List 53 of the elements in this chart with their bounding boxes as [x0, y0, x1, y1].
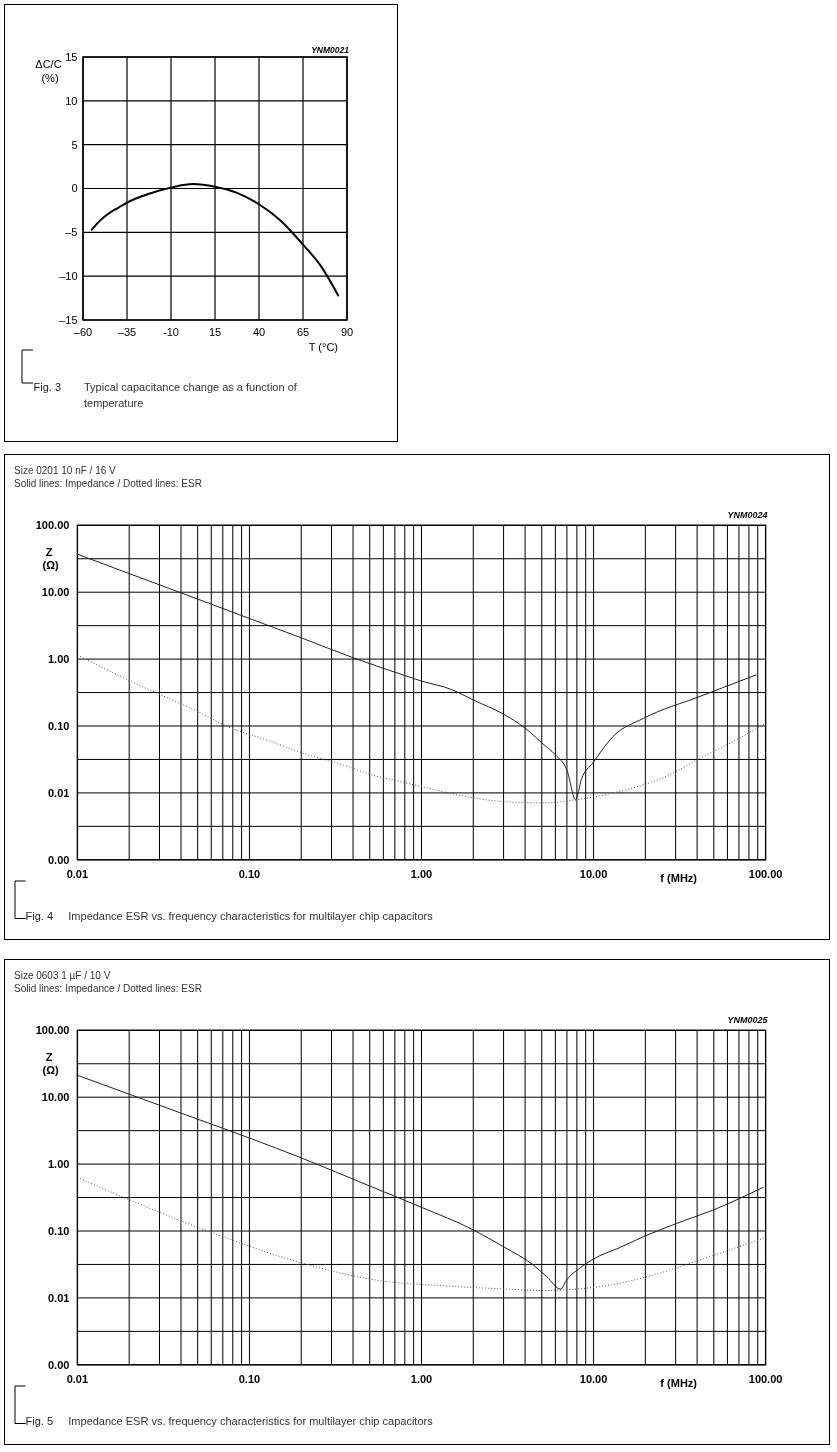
x-tick-label: 1.00: [410, 1373, 433, 1385]
x-tick-label: 15: [208, 326, 222, 338]
x-tick-label: 0.10: [238, 868, 261, 880]
text: YNM0024: [727, 510, 768, 521]
y-tick-label: 0.00: [47, 1358, 70, 1371]
y-axis-title: Z (Ω): [42, 545, 60, 571]
text: Impedance ESR vs. frequency characteristics for multilayer chip capacitors: [68, 1414, 434, 1427]
x-axis-title: f (MHz): [660, 872, 698, 884]
y-tick-label: 0.10: [47, 719, 70, 732]
x-tick-label: 100.00: [748, 1373, 783, 1385]
x-tick-label: –35: [117, 326, 137, 338]
y-tick-label: 15: [65, 50, 78, 63]
y-tick-label: 0.01: [47, 786, 70, 799]
y-tick-label: 100.00: [35, 1024, 70, 1037]
text: Impedance ESR vs. frequency characteristics for multilayer chip capacitors: [68, 909, 434, 922]
chart-title: Size 0201 10 nF / 16 V: [14, 465, 117, 476]
y-tick-label: 0.10: [47, 1224, 70, 1237]
x-tick-label: 0.10: [238, 1373, 261, 1385]
y-tick-label: –5: [65, 226, 78, 239]
y-tick-label: 100.00: [35, 519, 70, 532]
y-tick-label: 0: [71, 182, 78, 195]
y-tick-label: 10: [65, 94, 78, 107]
y-tick-label: 1.00: [47, 652, 70, 665]
x-tick-label: 90: [340, 326, 354, 338]
x-axis-title: f (MHz): [660, 1377, 698, 1389]
text: YNM0021: [311, 44, 350, 55]
x-tick-label: 40: [252, 326, 266, 338]
caption: Fig. 4: [25, 909, 54, 922]
x-tick-label: 1.00: [410, 868, 433, 880]
x-tick-label: 100.00: [748, 868, 783, 880]
y-tick-label: –15: [59, 313, 78, 326]
caption: Fig. 3: [33, 380, 62, 393]
y-tick-label: 0.00: [47, 853, 70, 866]
chart-title: Size 0603 1 µF / 10 V: [14, 970, 111, 981]
text: YNM0025: [727, 1015, 769, 1026]
x-tick-label: –60: [73, 326, 93, 338]
y-axis-title: Z (Ω): [42, 1050, 60, 1076]
chart-subtitle: Solid lines: Impedance / Dotted lines: ESR: [14, 478, 202, 490]
x-tick-label: 65: [296, 326, 310, 338]
y-tick-label: 10.00: [41, 586, 70, 599]
x-axis-title: T (°C): [308, 341, 338, 353]
text: Typical capacitance change as a function of temperature: [84, 380, 300, 409]
caption: Fig. 5: [25, 1414, 54, 1427]
x-tick-label: -10: [163, 326, 179, 338]
x-tick-label: 10.00: [579, 1373, 608, 1385]
chart-subtitle: Solid lines: Impedance / Dotted lines: ESR: [14, 983, 202, 995]
y-axis-title: ΔC/C (%): [35, 58, 65, 84]
y-tick-label: –10: [59, 270, 78, 283]
y-tick-label: 1.00: [47, 1157, 70, 1170]
y-tick-label: 0.01: [47, 1291, 70, 1304]
x-tick-label: 10.00: [579, 868, 608, 880]
y-tick-label: 5: [71, 138, 78, 151]
y-tick-label: 10.00: [41, 1091, 70, 1104]
